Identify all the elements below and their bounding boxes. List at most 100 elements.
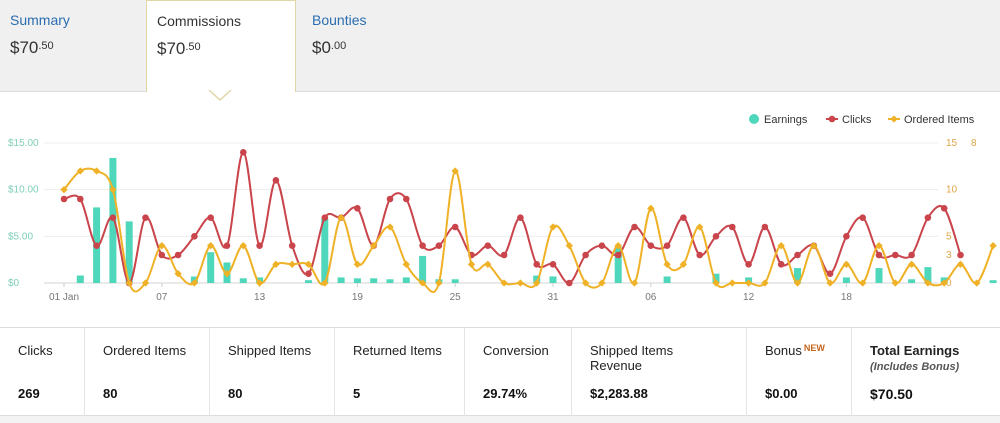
tab-commissions-amount: $70.50 — [157, 39, 201, 58]
x-tick-label: 31 — [547, 292, 559, 303]
clicks-point — [142, 214, 149, 221]
stat-label: Shipped Items — [228, 343, 312, 358]
ordered-items-point — [842, 260, 851, 269]
ordered-items-point — [337, 213, 345, 222]
ordered-items-point — [92, 167, 101, 175]
stat-sublabel: (Includes Bonus) — [870, 361, 960, 373]
stat-shipped-items-revenue: Shipped Items Revenue $2,283.88 — [572, 328, 747, 416]
clicks-point — [403, 195, 410, 203]
ordered-items-point — [891, 279, 899, 287]
ordered-items-point — [630, 279, 639, 287]
clicks-point — [60, 195, 68, 203]
clicks-point — [614, 251, 622, 259]
tab-bounties[interactable]: Bounties $0.00 — [302, 0, 447, 92]
clicks-point — [435, 242, 443, 249]
ordered-items-point — [451, 167, 459, 175]
clicks-point — [761, 223, 769, 231]
clicks-point — [240, 149, 247, 156]
clicks-point — [924, 214, 932, 221]
clicks-point — [892, 251, 899, 259]
earnings-bar — [549, 276, 557, 283]
legend-clicks-marker-icon — [828, 115, 836, 123]
legend-label: Earnings — [764, 114, 808, 126]
earnings-bar — [402, 277, 410, 283]
clicks-point — [305, 270, 312, 277]
y-right-tick-label: 10 — [946, 185, 958, 196]
stat-ordered-items: Ordered Items 80 — [85, 328, 210, 416]
clicks-point — [794, 251, 801, 259]
earnings-bar — [337, 277, 345, 283]
clicks-point — [680, 214, 687, 221]
ordered-items-point — [141, 279, 150, 287]
ordered-items-point — [614, 241, 622, 250]
stat-shipped-items: Shipped Items 80 — [210, 328, 335, 416]
stat-total-earnings: Total Earnings (Includes Bonus) $70.50 — [852, 328, 1000, 416]
y-right-tick-label: 3 — [946, 250, 952, 261]
earnings-bar — [370, 278, 378, 283]
ordered-items-point — [370, 241, 378, 250]
tab-commissions[interactable]: Commissions $70.50 — [146, 0, 296, 93]
ordered-items-point — [467, 260, 476, 269]
ordered-items-point — [158, 241, 166, 250]
x-tick-label: 19 — [352, 292, 364, 303]
tab-summary-amount: $70.50 — [10, 38, 54, 57]
clicks-point — [451, 223, 459, 231]
clicks-point — [566, 279, 573, 287]
y-left-tick-label: $15.00 — [8, 138, 39, 149]
active-tab-pointer-icon — [208, 89, 232, 101]
ordered-items-point — [793, 279, 802, 287]
earnings-bar — [794, 268, 801, 283]
clicks-point — [191, 233, 198, 240]
ordered-items-point — [190, 279, 199, 287]
stat-value: $70.50 — [870, 386, 913, 402]
clicks-point — [272, 177, 280, 184]
clicks-point — [288, 242, 296, 249]
y-right-tick-label: 0 — [946, 278, 952, 289]
ordered-items-line — [63, 167, 995, 294]
clicks-point — [696, 251, 703, 259]
y-left-tick-label: $5.00 — [8, 231, 33, 242]
clicks-point — [712, 233, 720, 240]
ordered-items-point — [598, 279, 606, 287]
earnings-bar — [321, 218, 329, 283]
x-tick-label: 25 — [450, 292, 462, 303]
clicks-point — [109, 214, 117, 221]
ordered-items-point — [679, 260, 688, 269]
x-tick-label: 01 Jan — [49, 292, 79, 303]
stat-label: Ordered Items — [103, 343, 187, 358]
clicks-point — [158, 251, 166, 259]
x-tick-label: 13 — [254, 292, 266, 303]
earnings-bar — [419, 255, 427, 283]
clicks-point — [777, 261, 785, 268]
earnings-bar — [614, 246, 622, 283]
clicks-point — [745, 261, 752, 268]
tab-summary[interactable]: Summary $70.50 — [0, 0, 145, 92]
x-tick-label: 12 — [743, 292, 755, 303]
tab-bounties-amount: $0.00 — [312, 38, 347, 57]
clicks-point — [321, 214, 329, 221]
stat-value: 80 — [228, 386, 243, 401]
clicks-point — [500, 251, 508, 259]
ordered-items-point — [940, 279, 948, 287]
stat-label: Conversion — [483, 343, 549, 358]
legend-ordered-items-marker-icon — [890, 115, 898, 123]
clicks-point — [908, 251, 915, 259]
clicks-point — [93, 242, 100, 249]
earnings-bar — [451, 279, 459, 283]
earnings-bar — [842, 277, 850, 283]
clicks-point — [484, 242, 492, 249]
legend-label: Clicks — [842, 114, 872, 126]
clicks-point — [826, 270, 834, 277]
stat-label: Total Earnings — [870, 343, 960, 358]
ordered-items-point — [239, 241, 247, 250]
ordered-items-point — [647, 204, 655, 213]
clicks-point — [598, 242, 606, 249]
stat-value: 29.74% — [483, 386, 528, 401]
earnings-bar — [386, 279, 394, 283]
tab-bounties-label: Bounties — [312, 12, 367, 28]
earnings-bar — [875, 268, 883, 283]
ordered-items-point — [174, 269, 182, 278]
tab-commissions-label: Commissions — [157, 13, 242, 29]
earnings-bar — [125, 221, 133, 283]
ordered-items-point — [435, 279, 443, 287]
